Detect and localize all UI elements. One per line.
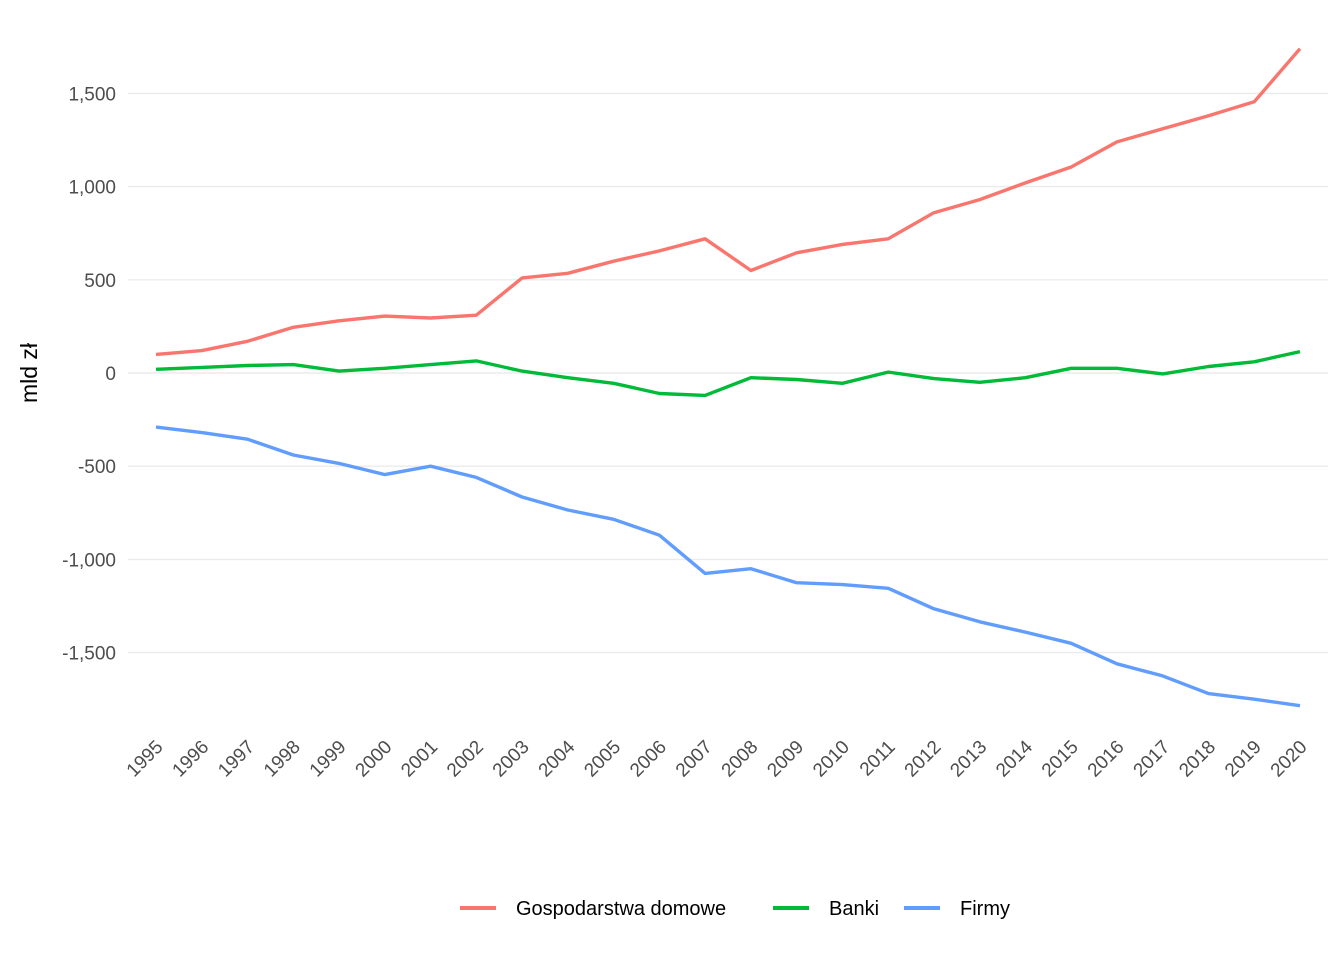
x-tick-label: 2017 — [1130, 737, 1175, 782]
x-axis-tick-labels: 1995 1996 1997 1998 1999 2000 2001 2002 2003 2004… — [123, 736, 1312, 781]
x-tick-label: 2011 — [856, 737, 900, 781]
x-tick-label: 2015 — [1038, 737, 1083, 782]
series-line — [155, 47, 1302, 357]
y-tick-label: -1,000 — [62, 550, 116, 571]
series-line — [155, 425, 1301, 708]
x-tick-label: 2012 — [901, 737, 946, 782]
y-tick-label: -1,500 — [62, 644, 116, 665]
y-gridlines — [128, 92, 1328, 654]
x-tick-label: 2000 — [352, 737, 397, 782]
x-tick-label: 2016 — [1084, 737, 1129, 782]
x-tick-label: 2006 — [626, 737, 671, 782]
x-tick-label: 1998 — [260, 737, 305, 782]
x-tick-label: 2013 — [946, 737, 991, 782]
legend: Gospodarstwa domowe Banki Firmy — [460, 898, 1010, 920]
x-tick-label: 2020 — [1267, 737, 1312, 782]
x-tick-label: 2001 — [397, 737, 442, 782]
y-tick-label: 0 — [105, 364, 116, 385]
legend-label: Gospodarstwa domowe — [516, 898, 726, 920]
x-tick-label: 2003 — [489, 737, 534, 782]
x-tick-label: 2005 — [580, 737, 625, 782]
y-tick-label: 1,000 — [68, 178, 116, 199]
x-tick-label: 1999 — [306, 737, 351, 782]
x-tick-label: 2010 — [809, 737, 854, 782]
y-tick-label: -500 — [78, 457, 116, 478]
series-lines — [155, 47, 1302, 708]
x-tick-label: 1995 — [123, 737, 168, 782]
y-tick-label: 500 — [84, 271, 116, 292]
x-tick-label: 2014 — [992, 736, 1037, 781]
x-tick-label: 1997 — [214, 737, 259, 782]
x-tick-label: 2009 — [763, 737, 808, 782]
y-axis-tick-labels: -1,500 -1,000 -500 0 500 1,000 1,500 — [62, 84, 116, 664]
y-axis-title: mld zł — [16, 343, 42, 403]
x-tick-label: 1996 — [169, 737, 214, 782]
series-line — [155, 349, 1301, 398]
x-tick-label: 2008 — [718, 737, 763, 782]
x-tick-label: 2004 — [535, 736, 580, 781]
legend-label: Firmy — [960, 898, 1010, 920]
legend-label: Banki — [829, 898, 879, 920]
y-tick-label: 1,500 — [68, 84, 116, 105]
x-tick-label: 2002 — [443, 737, 488, 782]
x-tick-label: 2007 — [672, 737, 717, 782]
x-tick-label: 2019 — [1221, 737, 1266, 782]
x-tick-label: 2018 — [1175, 737, 1220, 782]
